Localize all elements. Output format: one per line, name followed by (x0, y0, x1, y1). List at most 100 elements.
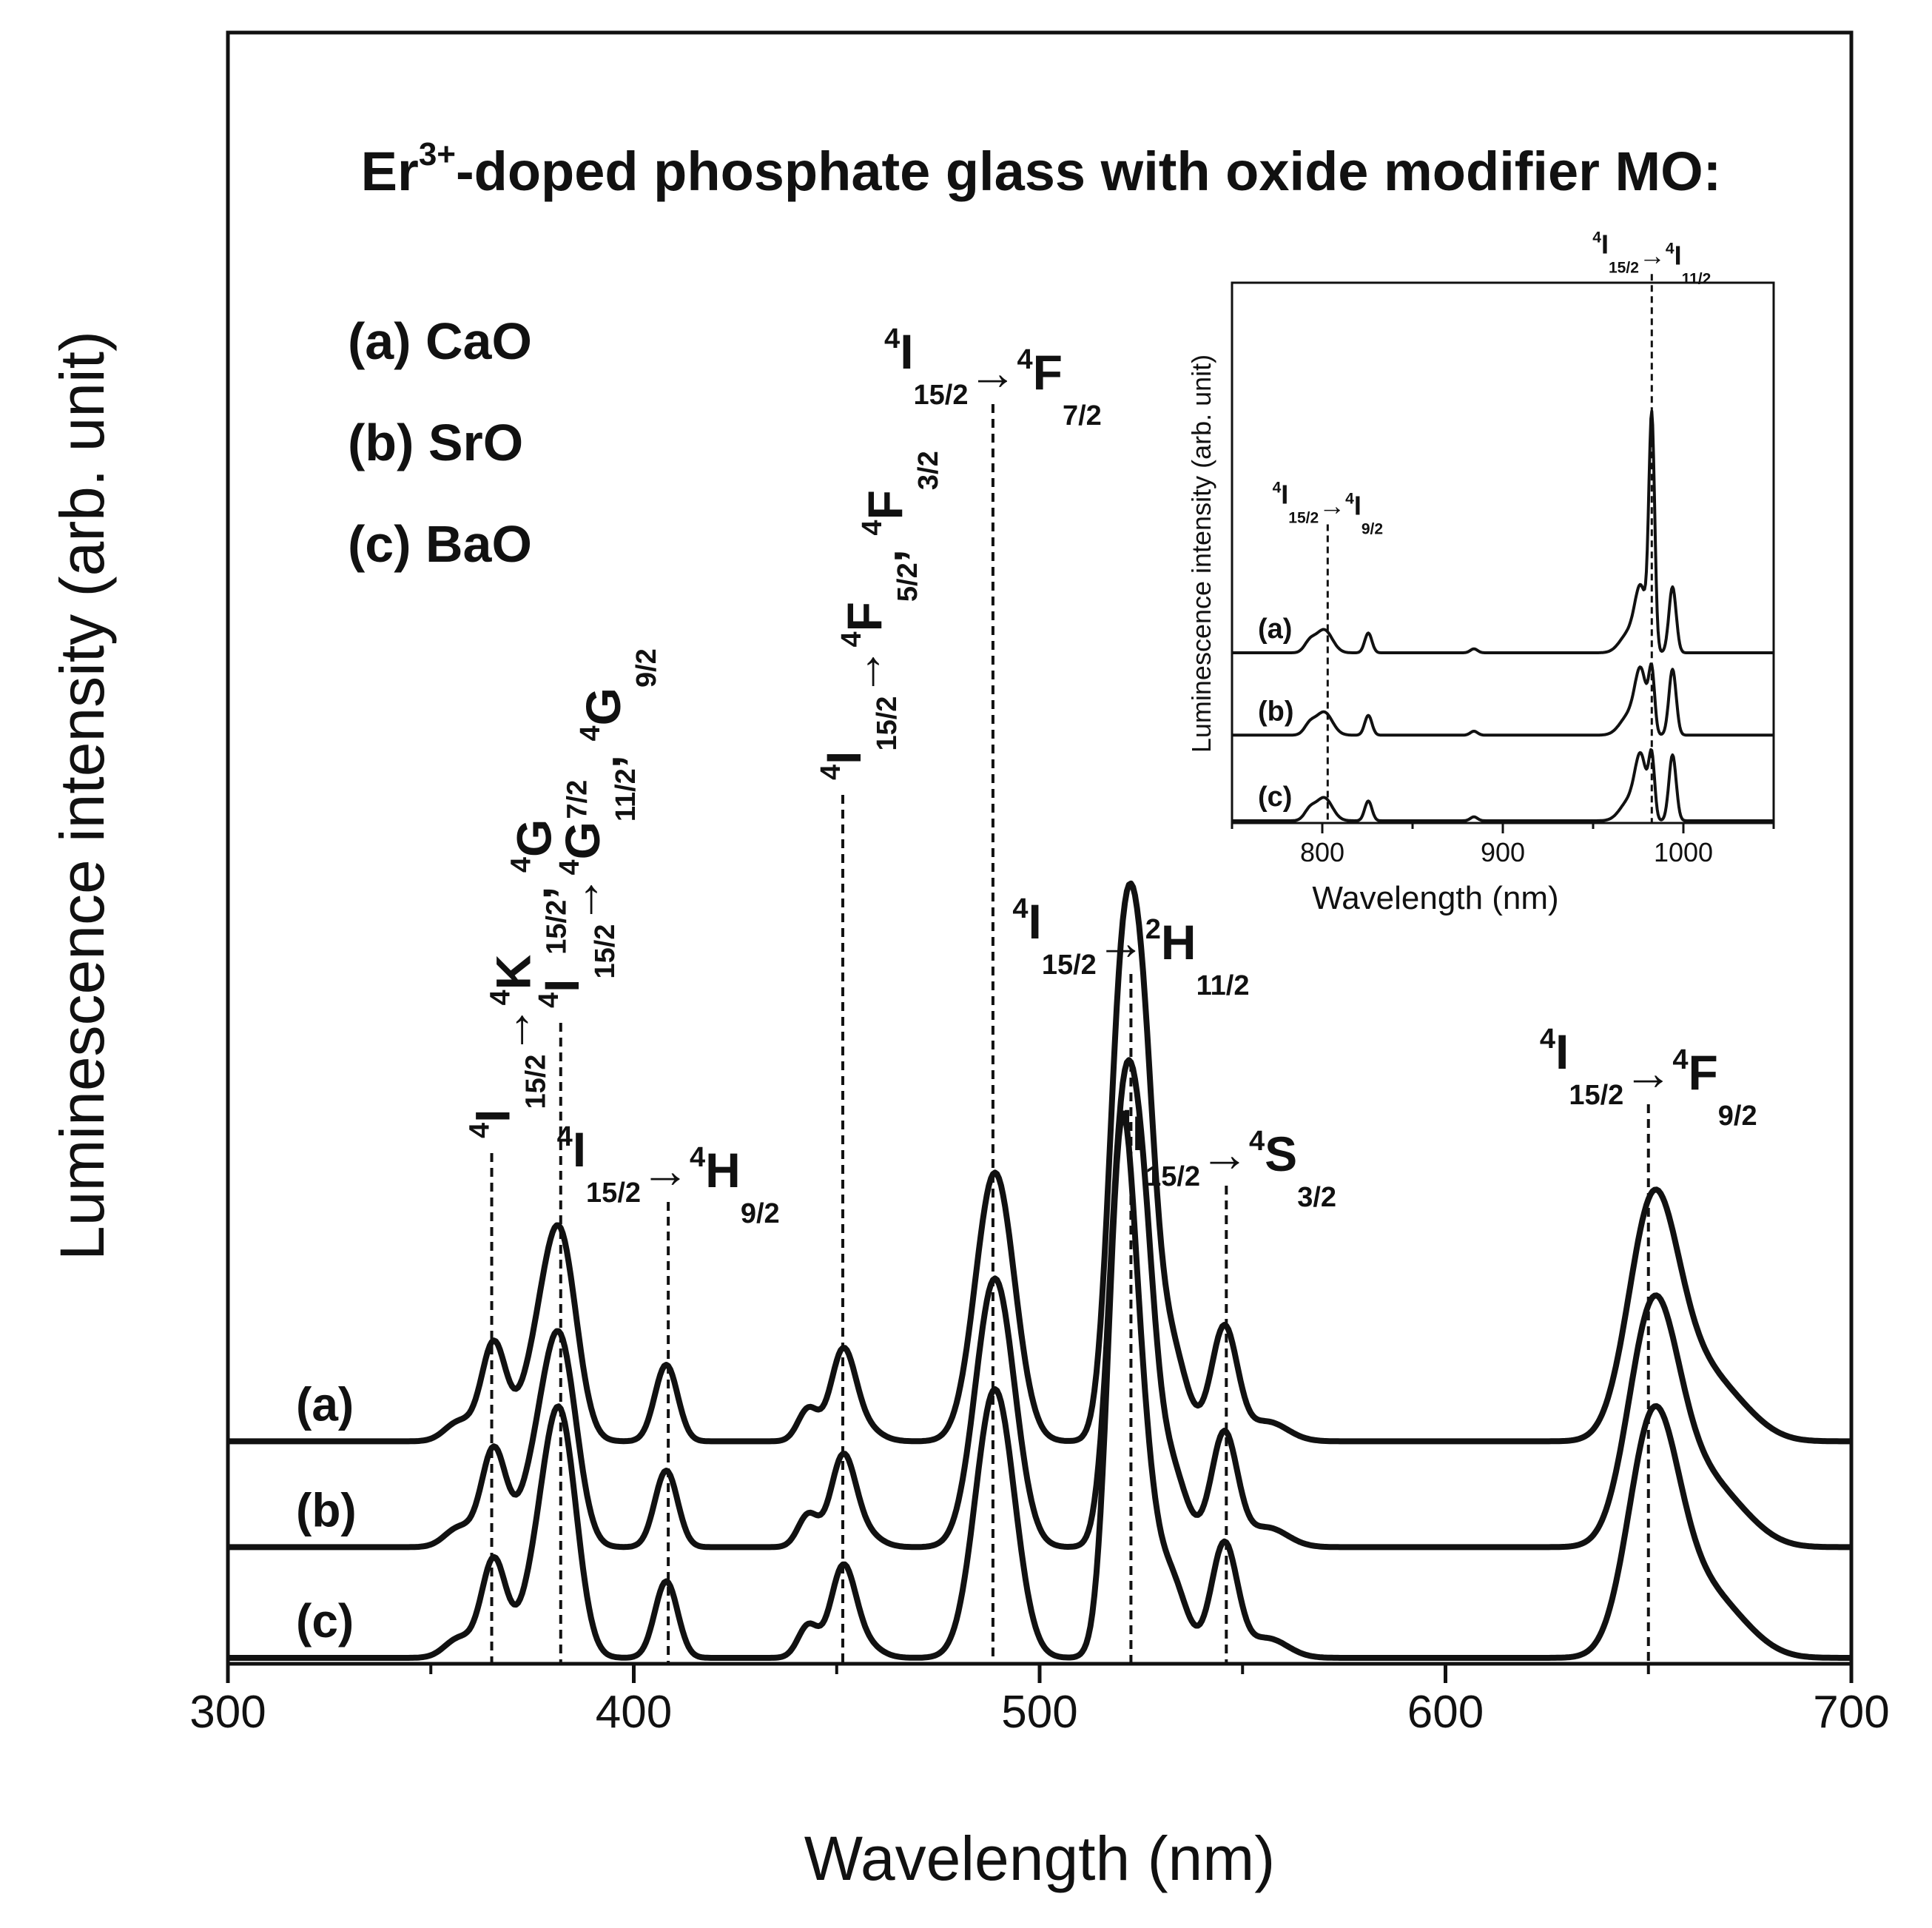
spectrum-line-b (226, 1057, 1853, 1551)
inset-x-axis-label: Wavelength (nm) (1312, 880, 1558, 916)
label-superscript: 4 (557, 1121, 573, 1152)
label-text: → (1623, 1045, 1672, 1100)
label-text: → (1200, 1126, 1249, 1181)
x-tick-label: 500 (1001, 1687, 1077, 1738)
label-text: → (1639, 240, 1666, 270)
label-superscript: 4 (1540, 1024, 1555, 1055)
label-text: I (1674, 240, 1682, 270)
label-subscript: 15/2 (542, 900, 573, 955)
inset-transition-label: 4I15/2→4I9/2 (1273, 480, 1383, 538)
label-text: → (486, 1006, 541, 1055)
label-text: F (837, 602, 892, 631)
inset-series-label: (a) (1258, 614, 1292, 645)
label-subscript: 15/2 (521, 1055, 552, 1109)
inset-frame (1231, 281, 1775, 824)
title-text: -doped phosphate glass with oxide modifi… (456, 141, 1721, 202)
transition-label: 4I15/2→2H11/2 (1012, 893, 1249, 1001)
main-plot: 300 400 500 600 700 Wavelength (nm) Luminescen… (47, 30, 1890, 1893)
label-subscript: 9/2 (1362, 521, 1383, 538)
inset-transition-label-group: 4I15/2→4I11/2 (1592, 229, 1711, 287)
inset-spectrum-line-b (1231, 662, 1774, 737)
label-text: S (1265, 1126, 1297, 1181)
label-text: → (641, 1143, 690, 1198)
label-text: , (576, 742, 630, 769)
label-subscript: 7/2 (1063, 400, 1102, 431)
x-tick-label: 600 (1407, 1687, 1484, 1738)
spectrum-line-c (226, 1110, 1853, 1661)
label-text: F (1033, 345, 1063, 400)
label-superscript: 4 (1273, 480, 1282, 497)
transition-label: 4I15/2→4K15/2, 4G7/2 (465, 780, 593, 1138)
transition-label: 4I15/2→4G11/2, 4G9/2 (534, 648, 662, 1008)
label-subscript: 3/2 (913, 451, 944, 490)
x-tick-label: 400 (596, 1687, 672, 1738)
label-text: I (900, 324, 913, 379)
transition-label-group: 4I15/2→4F9/2 (1540, 1024, 1757, 1132)
transition-label-group: 4I15/2→4K15/2, 4G7/2 (465, 780, 593, 1138)
transition-label: 4I15/2→4F7/2 (884, 323, 1102, 431)
title-text: Er (361, 141, 419, 202)
inset-x-tick-label: 1000 (1654, 837, 1713, 867)
label-text: I (1354, 491, 1362, 521)
inset-transition-label-group: 4I15/2→4I9/2 (1273, 480, 1383, 538)
inset-x-tick-label: 900 (1481, 837, 1525, 867)
label-text: G (576, 688, 630, 725)
x-tick-label: 300 (189, 1687, 266, 1738)
label-superscript: 4 (884, 323, 900, 355)
legend-entry: (c) BaO (348, 515, 532, 573)
label-text: G (555, 822, 610, 859)
label-subscript: 15/2 (586, 1178, 641, 1209)
label-subscript: 5/2 (892, 562, 923, 602)
label-superscript: 4 (1592, 229, 1601, 246)
label-subscript: 7/2 (562, 780, 593, 819)
label-subscript: 15/2 (1609, 259, 1639, 276)
title-superscript: 3+ (419, 136, 456, 172)
inset-spectrum-line-a (1231, 409, 1774, 654)
spectrum-line-a (226, 880, 1853, 1445)
transition-label: 4I15/2→4F9/2 (1540, 1024, 1757, 1132)
label-subscript: 9/2 (631, 648, 662, 688)
label-subscript: 3/2 (1297, 1182, 1336, 1213)
y-axis-label: Luminescence intensity (arb. unit) (47, 331, 117, 1260)
label-text: I (816, 751, 871, 765)
transition-label-group: 4I15/2→4G11/2, 4G9/2 (534, 648, 662, 1008)
inset-series-label: (b) (1258, 696, 1294, 727)
legend-entry: (a) CaO (348, 312, 532, 370)
label-text: H (1161, 915, 1196, 970)
label-superscript: 4 (815, 765, 846, 780)
label-subscript: 15/2 (872, 696, 903, 751)
label-text: I (534, 979, 589, 992)
label-subscript: 15/2 (1145, 1161, 1200, 1192)
label-text: I (1555, 1024, 1569, 1079)
label-text: I (1601, 229, 1609, 259)
inset-y-axis-label: Luminescence intensity (arb. unit) (1186, 355, 1216, 753)
transition-label: 4I15/2→4H9/2 (557, 1121, 780, 1229)
label-text: K (486, 954, 541, 990)
label-text: , (858, 536, 912, 563)
inset-x-tick-label: 800 (1300, 837, 1344, 867)
label-text: I (1028, 894, 1041, 949)
series-label: (a) (296, 1377, 354, 1431)
label-superscript: 4 (1672, 1044, 1688, 1075)
label-text: , (507, 873, 562, 900)
transition-label-group: 4I15/2→2H11/2 (1012, 893, 1249, 1001)
label-superscript: 4 (465, 1123, 496, 1138)
label-text: I (1281, 480, 1288, 510)
label-text: I (465, 1109, 520, 1123)
label-text: → (1097, 915, 1145, 970)
label-superscript: 4 (1117, 1105, 1132, 1136)
label-text: F (1688, 1045, 1717, 1100)
label-subscript: 11/2 (1196, 970, 1250, 1001)
label-text: → (969, 345, 1017, 400)
x-tick-label: 700 (1813, 1687, 1889, 1738)
label-text: → (837, 648, 892, 696)
label-subscript: 15/2 (914, 380, 969, 411)
label-text: → (555, 876, 610, 924)
inset-plot: 800 900 1000 Wavelength (nm) Luminescence in… (1186, 229, 1775, 916)
x-axis-label: Wavelength (nm) (804, 1824, 1275, 1893)
label-superscript: 4 (1345, 491, 1354, 508)
transition-label-group: 4I15/2→4F7/2 (884, 323, 1102, 431)
label-superscript: 2 (1145, 914, 1161, 945)
